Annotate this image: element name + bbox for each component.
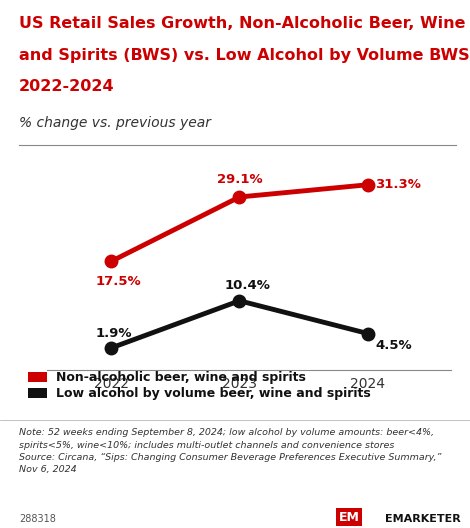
Text: EMARKETER: EMARKETER [385,514,461,524]
Text: 288318: 288318 [19,514,55,524]
Text: 1.9%: 1.9% [96,327,132,340]
Text: Note: 52 weeks ending September 8, 2024; low alcohol by volume amounts: beer<4%,: Note: 52 weeks ending September 8, 2024;… [19,428,441,474]
Text: 29.1%: 29.1% [217,173,262,186]
Text: US Retail Sales Growth, Non-Alcoholic Beer, Wine: US Retail Sales Growth, Non-Alcoholic Be… [19,16,465,31]
Text: Non-alcoholic beer, wine and spirits: Non-alcoholic beer, wine and spirits [56,371,306,384]
Text: and Spirits (BWS) vs. Low Alcohol by Volume BWS,: and Spirits (BWS) vs. Low Alcohol by Vol… [19,48,470,62]
Text: 4.5%: 4.5% [376,339,412,352]
Text: 10.4%: 10.4% [224,279,270,293]
Text: % change vs. previous year: % change vs. previous year [19,116,211,130]
Text: Low alcohol by volume beer, wine and spirits: Low alcohol by volume beer, wine and spi… [56,387,371,400]
Text: EM: EM [338,511,359,524]
Text: 2022-2024: 2022-2024 [19,79,114,94]
Text: 31.3%: 31.3% [376,178,422,191]
Text: 17.5%: 17.5% [96,275,141,288]
